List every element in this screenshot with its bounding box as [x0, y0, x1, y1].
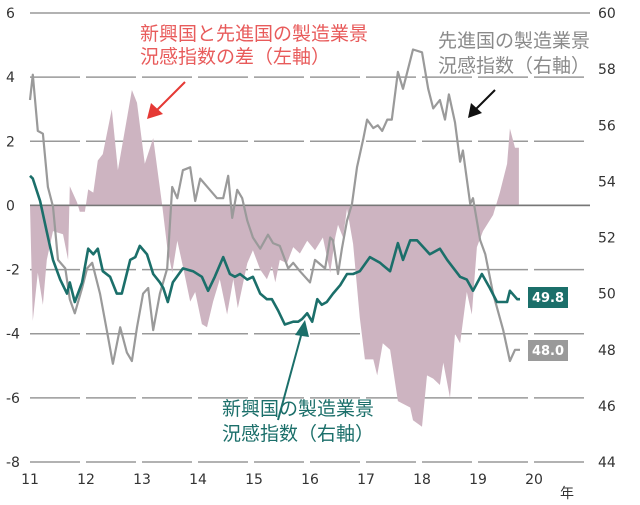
diff-annotation: 新興国と先進国の製造業景 況感指数の差（左軸） — [140, 23, 368, 119]
right-axis-ticks: 60 58 56 54 52 50 48 46 44 — [598, 6, 616, 471]
left-axis-ticks: 6 4 2 0 -2 -4 -6 -8 — [6, 6, 20, 471]
advanced-annotation: 先進国の製造業景 況感指数（右軸） — [438, 30, 590, 118]
emerging-line — [29, 174, 520, 326]
diff-area — [30, 90, 519, 427]
emerging-end-value: 49.8 — [532, 291, 564, 306]
x-tick-label: 16 — [301, 472, 319, 488]
right-tick-label: 60 — [598, 6, 616, 22]
right-tick-label: 46 — [598, 399, 616, 415]
right-tick-label: 58 — [598, 62, 616, 78]
left-tick-label: 0 — [6, 198, 15, 214]
advanced-annotation-line2: 況感指数（右軸） — [438, 55, 590, 77]
right-tick-label: 50 — [598, 287, 616, 303]
advanced-line — [28, 48, 520, 365]
diff-area-layer — [30, 90, 519, 427]
advanced-end-value: 48.0 — [532, 344, 564, 359]
diff-annotation-line2: 況感指数の差（左軸） — [140, 46, 330, 68]
right-tick-label: 48 — [598, 343, 616, 359]
x-tick-label: 13 — [133, 472, 151, 488]
diff-annotation-line1: 新興国と先進国の製造業景 — [140, 23, 368, 45]
right-tick-label: 44 — [598, 455, 616, 471]
left-tick-label: -6 — [6, 391, 20, 407]
advanced-arrow-icon — [473, 89, 496, 112]
emerging-annotation-line1: 新興国の製造業景 — [222, 398, 374, 420]
x-tick-label: 19 — [469, 472, 487, 488]
left-tick-label: -4 — [6, 327, 20, 343]
left-tick-label: 2 — [6, 134, 15, 150]
diff-arrowhead-icon — [147, 103, 163, 119]
right-tick-label: 54 — [598, 174, 616, 190]
x-tick-label: 17 — [357, 472, 375, 488]
emerging-annotation-line2: 況感指数（右軸） — [222, 423, 374, 445]
x-tick-label: 15 — [245, 472, 263, 488]
emerging-arrow-icon — [277, 331, 303, 421]
advanced-annotation-line1: 先進国の製造業景 — [438, 30, 590, 52]
advanced-arrowhead-icon — [468, 103, 482, 118]
right-tick-label: 52 — [598, 231, 616, 247]
x-tick-label: 18 — [413, 472, 431, 488]
x-axis-ticks: 11 12 13 14 15 16 17 18 19 20 — [21, 472, 543, 488]
x-tick-label: 12 — [77, 472, 95, 488]
left-tick-label: 6 — [6, 6, 15, 22]
left-tick-label: 4 — [6, 70, 15, 86]
series-lines — [28, 48, 520, 365]
emerging-end-label: 49.8 — [528, 287, 568, 308]
emerging-annotation: 新興国の製造業景 況感指数（右軸） — [222, 320, 374, 445]
x-tick-label: 20 — [525, 472, 543, 488]
left-tick-label: -2 — [6, 263, 20, 279]
right-tick-label: 56 — [598, 118, 616, 134]
advanced-end-label: 48.0 — [528, 340, 568, 361]
left-tick-label: -8 — [6, 455, 20, 471]
x-axis-label: 年 — [560, 486, 574, 502]
diff-arrow-icon — [154, 81, 186, 113]
emerging-arrowhead-icon — [295, 320, 309, 337]
x-tick-label: 11 — [21, 472, 39, 488]
x-tick-label: 14 — [189, 472, 207, 488]
